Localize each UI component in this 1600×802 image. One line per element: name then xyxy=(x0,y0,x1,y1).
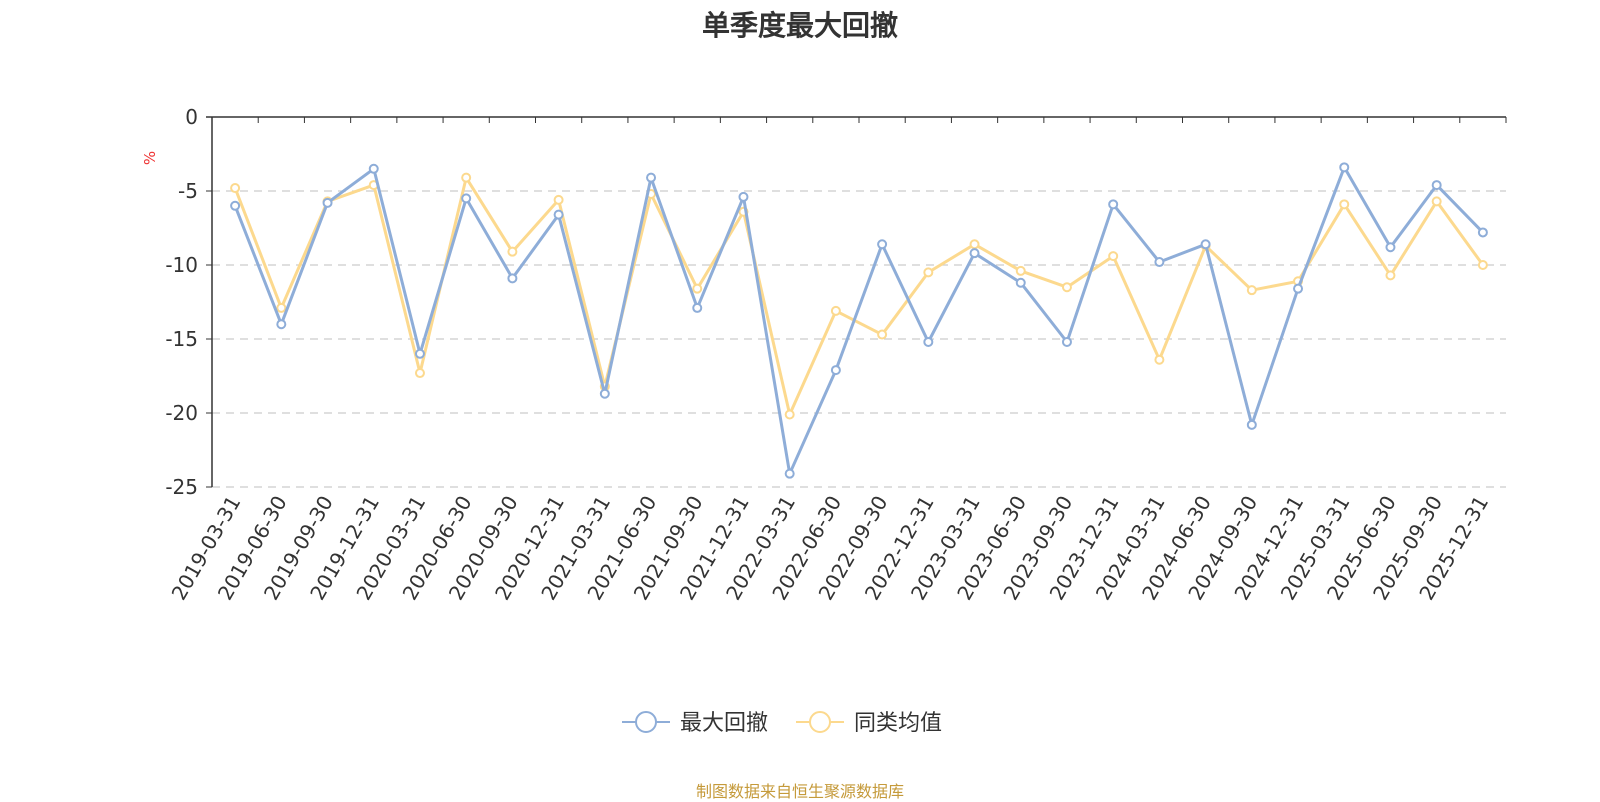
data-point[interactable] xyxy=(692,302,703,313)
data-point[interactable] xyxy=(461,172,472,183)
y-tick-label: -20 xyxy=(165,401,198,425)
y-axis-unit-label: % xyxy=(141,151,159,165)
data-point[interactable] xyxy=(877,329,888,340)
data-point[interactable] xyxy=(1108,199,1119,210)
data-point[interactable] xyxy=(1385,242,1396,253)
data-point[interactable] xyxy=(784,468,795,479)
data-point[interactable] xyxy=(1108,251,1119,262)
legend-circle-icon xyxy=(809,711,831,733)
data-point[interactable] xyxy=(599,388,610,399)
data-point[interactable] xyxy=(1385,270,1396,281)
data-point[interactable] xyxy=(692,283,703,294)
y-tick-label: -15 xyxy=(165,327,198,351)
data-point[interactable] xyxy=(322,197,333,208)
data-point[interactable] xyxy=(1477,227,1488,238)
x-tick-labels: 2019-03-312019-06-302019-09-302019-12-31… xyxy=(167,492,1494,605)
data-point[interactable] xyxy=(877,239,888,250)
series-line xyxy=(233,165,1484,476)
data-point[interactable] xyxy=(276,302,287,313)
y-tick-label: -25 xyxy=(165,475,198,499)
data-point[interactable] xyxy=(553,194,564,205)
data-point[interactable] xyxy=(553,209,564,220)
data-point[interactable] xyxy=(1246,419,1257,430)
data-point[interactable] xyxy=(1154,257,1165,268)
data-point[interactable] xyxy=(830,305,841,316)
data-point[interactable] xyxy=(230,200,241,211)
data-point[interactable] xyxy=(738,191,749,202)
data-point[interactable] xyxy=(230,183,241,194)
legend-circle-icon xyxy=(635,711,657,733)
data-point[interactable] xyxy=(830,365,841,376)
data-point[interactable] xyxy=(276,319,287,330)
data-point[interactable] xyxy=(461,193,472,204)
y-tick-labels: 0 -5 -10 -15 -20 -25% xyxy=(141,105,198,499)
series-lines xyxy=(230,162,1488,479)
legend-item[interactable]: 最大回撤 xyxy=(622,711,768,736)
data-point[interactable] xyxy=(923,267,934,278)
data-point[interactable] xyxy=(646,172,657,183)
legend-label: 最大回撤 xyxy=(680,711,768,736)
data-point[interactable] xyxy=(1015,265,1026,276)
data-point[interactable] xyxy=(1061,282,1072,293)
data-point[interactable] xyxy=(1339,162,1350,173)
data-point[interactable] xyxy=(1339,199,1350,210)
data-point[interactable] xyxy=(414,348,425,359)
axes xyxy=(206,116,1507,488)
data-point[interactable] xyxy=(414,368,425,379)
data-point[interactable] xyxy=(1200,239,1211,250)
data-point[interactable] xyxy=(969,248,980,259)
grid-lines xyxy=(212,190,1506,488)
data-point[interactable] xyxy=(1154,354,1165,365)
data-point[interactable] xyxy=(1015,277,1026,288)
data-point[interactable] xyxy=(784,409,795,420)
y-tick-label: -5 xyxy=(178,179,198,203)
legend-item[interactable]: 同类均值 xyxy=(796,711,942,736)
data-point[interactable] xyxy=(1431,180,1442,191)
data-point[interactable] xyxy=(1431,196,1442,207)
data-point[interactable] xyxy=(969,239,980,250)
data-point[interactable] xyxy=(923,336,934,347)
data-source-note: 制图数据来自恒生聚源数据库 xyxy=(695,782,904,801)
y-tick-label: -10 xyxy=(165,253,198,277)
legend-label: 同类均值 xyxy=(854,711,942,736)
data-point[interactable] xyxy=(1061,336,1072,347)
data-point[interactable] xyxy=(1293,283,1304,294)
legend: 最大回撤 同类均值 xyxy=(622,711,942,736)
y-tick-label: 0 xyxy=(185,105,198,129)
data-point[interactable] xyxy=(1246,285,1257,296)
data-point[interactable] xyxy=(1477,260,1488,270)
data-point[interactable] xyxy=(368,163,379,174)
data-point[interactable] xyxy=(507,273,518,284)
data-point[interactable] xyxy=(507,246,518,257)
chart-title: 单季度最大回撤 xyxy=(701,9,898,42)
